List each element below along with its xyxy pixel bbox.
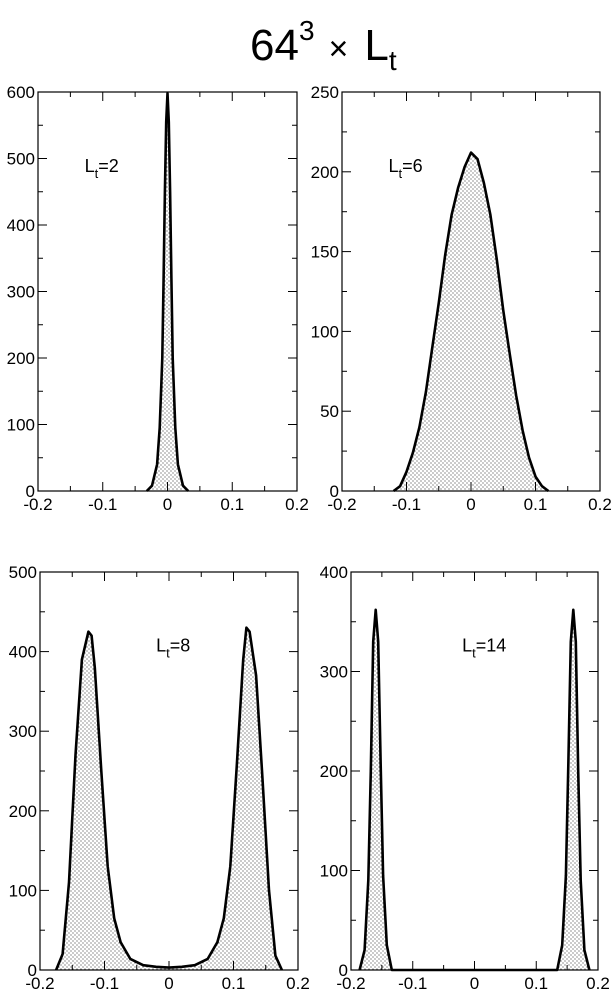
plot-frame — [350, 571, 599, 971]
x-tick-label: 0 — [466, 495, 475, 514]
y-tick-label: 250 — [311, 83, 339, 102]
panel-label-symbol: L — [462, 636, 472, 656]
histogram-panel-top-right: -0.2 -0.1 0 0.1 0.2 0 50 100 150 200 250 Lt=6 — [311, 83, 612, 514]
panel-label-symbol: L — [85, 156, 95, 176]
x-tick-label: 0.1 — [222, 974, 246, 993]
panel-label-value: =6 — [402, 156, 423, 176]
x-tick-label: 0 — [470, 974, 479, 993]
x-tick-label: -0.1 — [392, 495, 421, 514]
x-tick-label: 0.1 — [524, 974, 548, 993]
x-tick-label: 0.2 — [588, 495, 612, 514]
x-tick-label: 0.1 — [524, 495, 548, 514]
panel-label-subscript: t — [166, 646, 170, 661]
histogram-fill — [359, 609, 590, 970]
x-tick-label: -0.1 — [90, 974, 119, 993]
x-tick-label: 0.2 — [586, 974, 610, 993]
panel-label-subscript: t — [398, 166, 402, 181]
y-tick-label: 500 — [9, 563, 37, 582]
panel-label-value: =2 — [98, 156, 119, 176]
y-tick-label: 200 — [320, 762, 348, 781]
y-tick-label: 600 — [7, 83, 35, 102]
y-tick-label: 100 — [311, 322, 339, 341]
x-tick-label: 0.2 — [285, 495, 309, 514]
y-tick-label: 400 — [9, 643, 37, 662]
x-tick-label: 0 — [163, 495, 172, 514]
panel-label-symbol: L — [388, 156, 398, 176]
x-tick-label: 0.2 — [286, 974, 310, 993]
panel-label: Lt=6 — [388, 156, 422, 181]
title-symbol: L — [364, 21, 388, 70]
x-tick-label: -0.1 — [88, 495, 117, 514]
x-tick-label: -0.2 — [336, 974, 365, 993]
histogram-panel-bottom-right: -0.2 -0.1 0 0.1 0.2 0 100 200 300 400 Lt=14 — [320, 563, 610, 993]
y-tick-label: 0 — [339, 961, 348, 980]
panel-label: Lt=8 — [156, 636, 190, 661]
y-tick-label: 50 — [320, 402, 339, 421]
y-tick-label: 300 — [7, 283, 35, 302]
y-tick-label: 400 — [320, 563, 348, 582]
histogram-fill — [56, 627, 282, 970]
histogram-outline — [358, 608, 591, 972]
panel-label-subscript: t — [472, 646, 476, 661]
y-tick-label: 0 — [26, 482, 35, 501]
y-tick-label: 200 — [7, 349, 35, 368]
y-tick-label: 100 — [320, 862, 348, 881]
panel-label-value: =14 — [476, 636, 507, 656]
y-tick-label: 400 — [7, 216, 35, 235]
y-tick-label: 100 — [9, 881, 37, 900]
svg-text:643×Lt: 643 × Lt — [250, 15, 397, 76]
y-tick-label: 300 — [320, 663, 348, 682]
y-tick-label: 500 — [7, 150, 35, 169]
x-tick-label: -0.2 — [327, 495, 356, 514]
figure-title: 643 × Lt — [250, 15, 397, 76]
panel-label: Lt=14 — [462, 636, 506, 661]
y-tick-label: 150 — [311, 243, 339, 262]
y-tick-label: 200 — [311, 163, 339, 182]
panel-label-symbol: L — [156, 636, 166, 656]
x-tick-label: 0 — [164, 974, 173, 993]
title-times: × — [329, 30, 349, 68]
panel-label-value: =8 — [170, 636, 191, 656]
y-tick-label: 300 — [9, 722, 37, 741]
histogram-fill — [146, 93, 189, 492]
y-tick-label: 0 — [330, 482, 339, 501]
x-tick-label: -0.1 — [398, 974, 427, 993]
histogram-panel-bottom-left: -0.2 -0.1 0 0.1 0.2 0 100 200 300 400 500 Lt=8 — [9, 563, 310, 993]
histogram-outline — [392, 151, 550, 493]
y-tick-label: 200 — [9, 802, 37, 821]
histogram-fill — [393, 152, 549, 491]
histogram-panel-top-left: -0.2 -0.1 0 0.1 0.2 0 100 200 300 400 500 600 Lt=2 — [7, 83, 309, 514]
x-tick-label: -0.2 — [25, 974, 54, 993]
x-tick-label: -0.2 — [23, 495, 52, 514]
y-tick-label: 100 — [7, 416, 35, 435]
title-subscript: t — [389, 45, 397, 76]
title-exponent: 3 — [299, 15, 315, 46]
y-tick-label: 0 — [28, 961, 37, 980]
x-tick-label: 0.1 — [220, 495, 244, 514]
panel-label: Lt=2 — [85, 156, 119, 181]
panel-label-subscript: t — [95, 166, 99, 181]
title-base: 64 — [250, 21, 299, 70]
